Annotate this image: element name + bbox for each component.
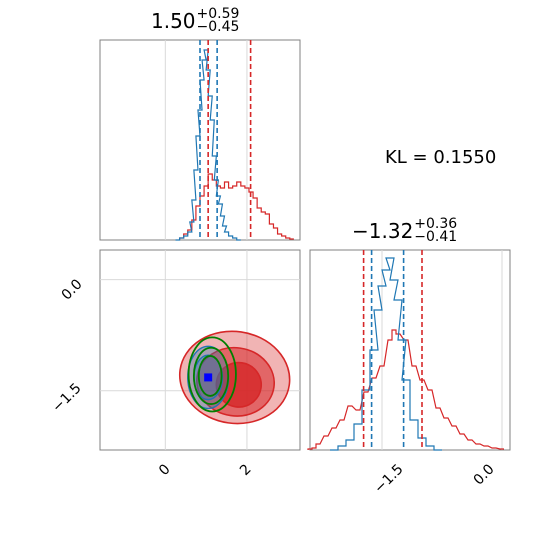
title-p2: −1.32 +0.36 −0.41 (352, 216, 458, 245)
kl-label: KL = 0.1550 (385, 147, 497, 168)
p2-xtick-1: 0.0 (471, 461, 498, 488)
panel-joint (99, 249, 301, 451)
panel-marginal-p2 (307, 249, 511, 451)
title-p2-upper: +0.36 (414, 216, 458, 232)
joint-xtick-0: 0 (156, 461, 174, 479)
title-p1-lower: −0.45 (196, 19, 240, 35)
hist-red (307, 329, 504, 450)
panel-marginal-p1 (99, 39, 301, 241)
title-p1: 1.50 +0.59 −0.45 (151, 6, 240, 35)
truth-marker (204, 373, 213, 382)
title-p2-lower: −0.41 (414, 229, 458, 245)
p2-xtick-0: −1.5 (371, 461, 406, 496)
hist-blue (175, 49, 241, 241)
title-p1-value: 1.50 (151, 9, 196, 33)
joint-ytick-1: −1.5 (49, 380, 84, 415)
title-p1-upper: +0.59 (196, 6, 240, 22)
hist-blue (330, 257, 442, 451)
joint-ytick-0: 0.0 (59, 276, 86, 303)
hist-red (178, 173, 294, 240)
green-contour-1 (192, 346, 230, 405)
green-contour-2 (197, 355, 223, 397)
title-p2-value: −1.32 (352, 219, 414, 243)
joint-xtick-1: 2 (237, 461, 255, 479)
green-contour-0 (187, 336, 237, 413)
